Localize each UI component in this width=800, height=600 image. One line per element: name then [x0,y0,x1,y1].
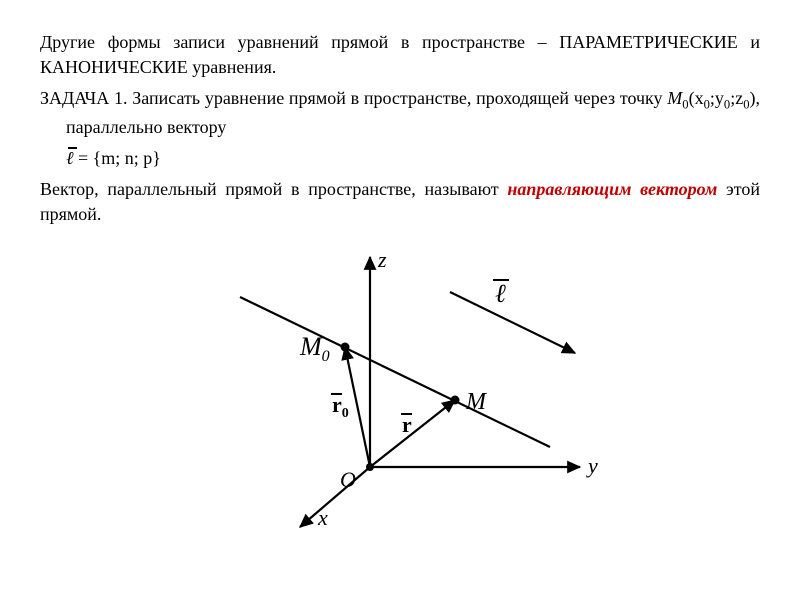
m-symbol: M [667,88,682,108]
svg-text:O: O [340,467,356,492]
def-emph: направляющим вектором [507,179,717,199]
paragraph-problem: ЗАДАЧА 1. Записать уравнение прямой в пр… [40,86,760,139]
svg-text:x: x [317,505,328,530]
coord-open: (x [689,88,704,108]
paragraph-definition: Вектор, параллельный прямой в пространст… [40,177,760,227]
coord-y: ;y [710,88,724,108]
problem-text-a: ЗАДАЧА 1. Записать уравнение прямой в пр… [40,88,667,108]
svg-text:ℓ: ℓ [495,279,506,308]
coord-z: ;z [730,88,743,108]
svg-text:z: z [377,247,387,272]
svg-text:y: y [586,453,598,478]
ell-symbol: ℓ [66,148,74,168]
svg-text:M: M [465,389,488,415]
svg-text:r0: r0 [332,392,349,421]
paragraph-intro: Другие формы записи уравнений прямой в п… [40,30,760,80]
svg-text:r: r [402,412,412,437]
formula-ell: ℓ = {m; n; p} [40,146,760,171]
vector-diagram: xyzOM0Mℓr0r [180,237,620,537]
def-a: Вектор, параллельный прямой в пространст… [40,179,507,199]
formula-body: = {m; n; p} [74,148,161,168]
